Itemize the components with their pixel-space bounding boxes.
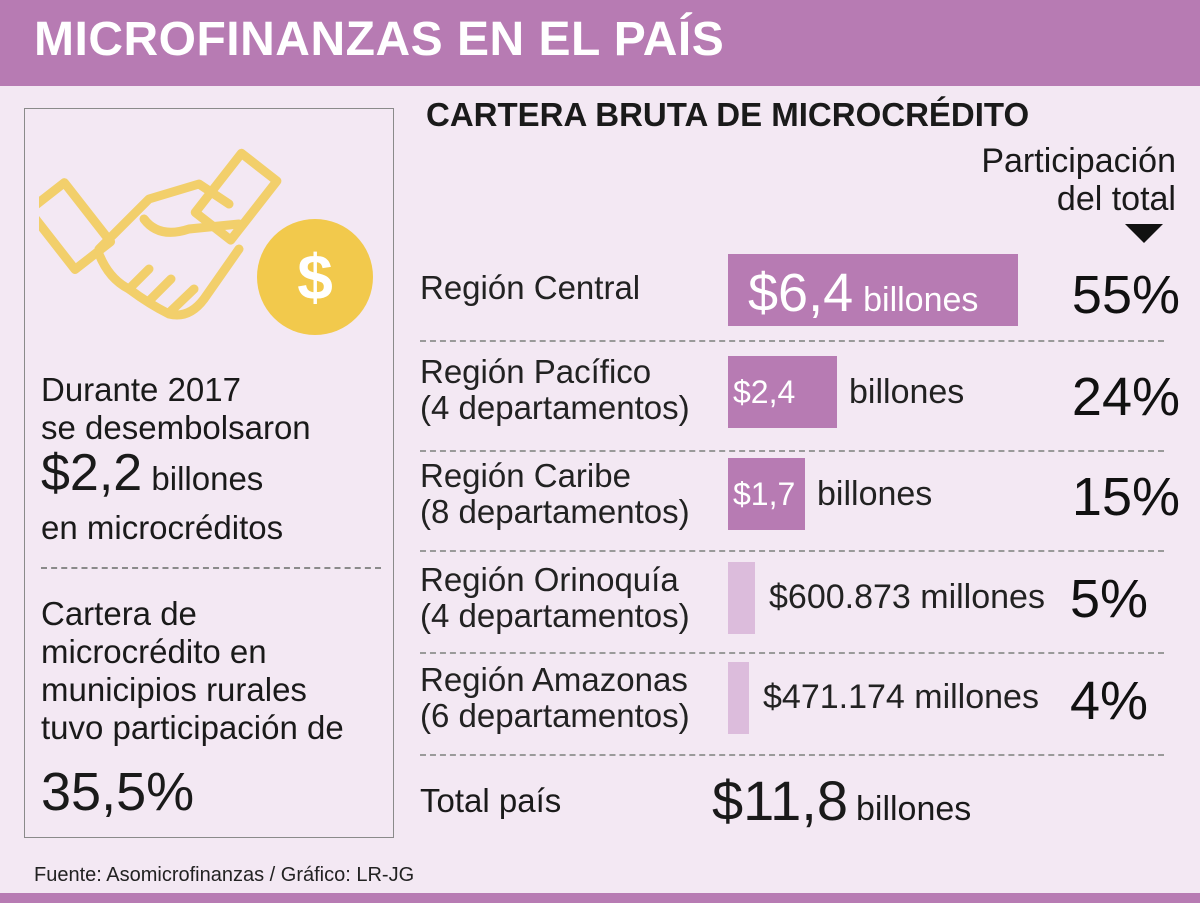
region-departments: (4 departamentos) (420, 597, 690, 634)
total-value: $11,8 billones (712, 768, 971, 833)
region-name: Región Caribe (420, 457, 631, 494)
row-divider (420, 450, 1164, 452)
handshake-icon (39, 148, 282, 320)
down-arrow-icon (1125, 224, 1163, 243)
region-label: Región Central (420, 270, 640, 306)
region-label: Región Caribe (8 departamentos) (420, 458, 690, 530)
bar (728, 356, 837, 428)
region-name: Región Orinoquía (420, 561, 679, 598)
bar-unit: billones (849, 373, 965, 411)
participation-label: Participación del total (916, 142, 1176, 218)
total-amount: $11,8 (712, 769, 848, 832)
source-note: Fuente: Asomicrofinanzas / Gráfico: LR-J… (34, 864, 415, 886)
row-divider (420, 340, 1164, 342)
bar (728, 662, 749, 734)
row-divider (420, 754, 1164, 756)
disbursed-line3: en microcréditos (41, 509, 284, 546)
rural-line3: municipios rurales (41, 671, 307, 708)
left-divider (41, 567, 381, 569)
page-title: MICROFINANZAS EN EL PAÍS (34, 13, 725, 66)
bar-amount: $6,4 (748, 263, 854, 323)
dollar-sign-icon: $ (297, 241, 333, 313)
left-panel: $ Durante 2017 se desembolsaron $2,2 bil… (24, 108, 394, 838)
disbursed-line1: Durante 2017 (41, 371, 241, 408)
region-departments: (4 departamentos) (420, 389, 690, 426)
row-divider (420, 550, 1164, 552)
participation-percentage: 55% (1071, 265, 1180, 325)
bar (728, 562, 755, 634)
participation-label-line1: Participación (981, 142, 1176, 180)
region-name: Región Pacífico (420, 353, 652, 390)
header-bar: MICROFINANZAS EN EL PAÍS (0, 0, 1200, 86)
region-name: Región Central (420, 269, 641, 306)
bar-value-label: $471.174 millones (763, 678, 1039, 716)
region-label: Región Pacífico (4 departamentos) (420, 354, 690, 426)
total-label: Total país (420, 782, 562, 819)
bar-unit: billones (863, 281, 979, 319)
disbursed-line2: se desembolsaron (41, 409, 311, 446)
region-departments: (8 departamentos) (420, 493, 690, 530)
participation-label-line2: del total (1056, 180, 1176, 218)
participation-percentage: 15% (1071, 467, 1180, 527)
disbursed-amount-line: $2,2 billones (41, 447, 264, 499)
rural-line2: microcrédito en (41, 633, 267, 670)
bar-value-label: $6,4 billones (748, 262, 978, 324)
region-label: Región Amazonas (6 departamentos) (420, 662, 690, 734)
participation-percentage: 24% (1071, 367, 1180, 427)
bar (728, 254, 1018, 326)
bar (728, 458, 805, 530)
participation-percentage: 4% (1069, 671, 1148, 731)
bar-amount: $1,7 (733, 476, 796, 512)
bar-value-label: $600.873 millones (769, 578, 1045, 616)
region-name: Región Amazonas (420, 661, 688, 698)
rural-line1: Cartera de (41, 595, 197, 632)
footer-bar (0, 893, 1200, 903)
bar-unit: billones (817, 475, 933, 513)
region-label: Región Orinoquía (4 departamentos) (420, 562, 690, 634)
row-divider (420, 652, 1164, 654)
rural-line4: tuvo participación de (41, 709, 344, 746)
total-unit: billones (855, 790, 972, 828)
bar-amount: $2,4 (733, 374, 796, 410)
disbursed-unit: billones (151, 460, 264, 497)
disbursed-amount: $2,2 (41, 444, 143, 502)
rural-percentage: 35,5% (41, 762, 195, 822)
region-departments: (6 departamentos) (420, 697, 690, 734)
participation-percentage: 5% (1069, 569, 1148, 629)
chart-title: CARTERA BRUTA DE MICROCRÉDITO (426, 96, 1030, 133)
coin-icon (257, 219, 373, 335)
